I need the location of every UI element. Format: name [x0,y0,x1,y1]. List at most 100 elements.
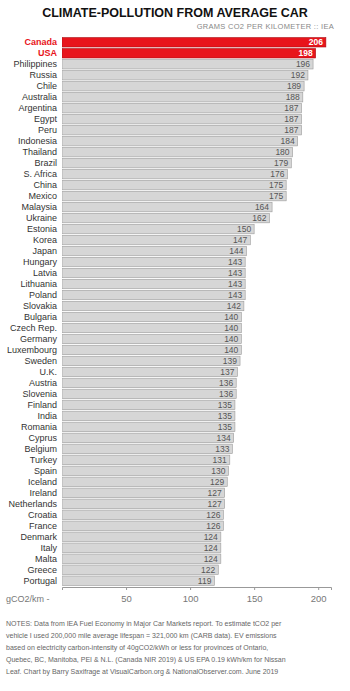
y-tick: Slovenia [22,389,57,399]
y-tick-label: Romania [21,422,57,432]
y-tick: Thailand [22,147,57,157]
y-tick-label: Iceland [28,477,57,487]
data-label: 126 [206,521,220,531]
data-label: 124 [204,532,218,542]
y-tick: China [33,180,57,190]
y-tick: Lithuania [20,279,57,289]
bar [62,60,313,69]
y-tick-label: Netherlands [8,499,57,509]
y-tick-label: Cyprus [28,433,57,443]
data-label: 133 [215,444,229,454]
bar [62,312,241,321]
y-tick: Luxembourg [7,345,57,355]
bar [62,323,241,332]
y-tick: Philippines [13,59,57,69]
data-label: 130 [211,466,225,476]
y-tick: Spain [34,466,57,476]
y-tick-label: Australia [22,92,57,102]
y-tick-label: Finland [27,400,57,410]
y-tick-label: Ukraine [26,213,57,223]
y-tick: Egypt [34,114,58,124]
bar [62,114,302,123]
data-label: 135 [218,400,232,410]
bar [62,367,237,376]
bar [62,565,218,574]
y-tick: Austria [29,378,57,388]
x-tick: 150 [247,587,263,604]
data-label: 144 [229,246,243,256]
bar [62,510,223,519]
y-tick-label: Peru [38,125,57,135]
x-axis: 50100150200 [63,587,332,604]
bar [62,224,254,233]
y-tick: Finland [27,400,57,410]
note-line: based on electricity carbon-intensity of… [6,644,268,652]
bar [62,191,286,200]
y-tick-label: Poland [29,290,57,300]
bar [62,136,298,145]
y-tick: Malta [35,554,57,564]
bar [62,169,287,178]
y-tick-label: China [33,180,57,190]
bar [62,411,235,420]
y-tick-label: France [29,521,57,531]
y-tick-label: Belgium [24,444,57,454]
y-tick: Canada [24,37,58,47]
bar [62,38,326,47]
bar [62,147,293,156]
y-tick: USA [38,48,58,58]
data-label: 150 [237,224,251,234]
data-label: 140 [224,323,238,333]
y-tick-label: Japan [32,246,57,256]
y-tick: Australia [22,92,57,102]
bar [62,345,241,354]
bar [62,400,235,409]
y-tick: Iceland [28,477,57,487]
y-tick-label: Slovakia [23,301,57,311]
data-label: 142 [227,301,241,311]
data-label: 124 [204,543,218,553]
y-tick: U.K. [39,367,57,377]
bar [62,499,225,508]
bar [62,257,245,266]
y-tick: Greece [27,565,57,575]
data-label: 122 [201,565,215,575]
data-label: 140 [224,345,238,355]
data-label: 136 [219,389,233,399]
x-tick-mark [254,587,255,590]
y-tick: Turkey [30,455,58,465]
y-tick: Germany [20,334,58,344]
y-tick-label: Argentina [18,103,57,113]
y-tick-label: Denmark [20,532,57,542]
data-label: 179 [274,158,288,168]
bar [62,543,221,552]
y-tick-label: Spain [34,466,57,476]
y-tick: Ukraine [26,213,57,223]
data-label: 119 [198,576,212,586]
y-tick: Peru [38,125,57,135]
data-label: 134 [216,433,230,443]
y-tick: Argentina [18,103,57,113]
y-tick-label: Egypt [34,114,58,124]
y-tick-label: Philippines [13,59,57,69]
data-label: 135 [218,411,232,421]
data-label: 147 [233,235,247,245]
bar [62,125,302,134]
y-tick-label: Malaysia [21,202,57,212]
bar [62,356,240,365]
y-tick: Poland [29,290,57,300]
y-tick-label: Chile [36,81,57,91]
y-tick-label: S. Africa [23,169,57,179]
data-label: 192 [291,70,305,80]
bar [62,290,245,299]
bars [62,38,326,586]
bar [62,576,214,585]
y-tick: Sweden [24,356,57,366]
note-line: NOTES: Data from IEA Fuel Economy in Maj… [6,620,282,628]
y-tick: Brazil [34,158,57,168]
data-label: 127 [207,499,221,509]
x-tick-label: 200 [311,593,327,604]
y-tick-label: Ireland [29,488,57,498]
bar [62,488,225,497]
y-tick-label: Lithuania [20,279,57,289]
